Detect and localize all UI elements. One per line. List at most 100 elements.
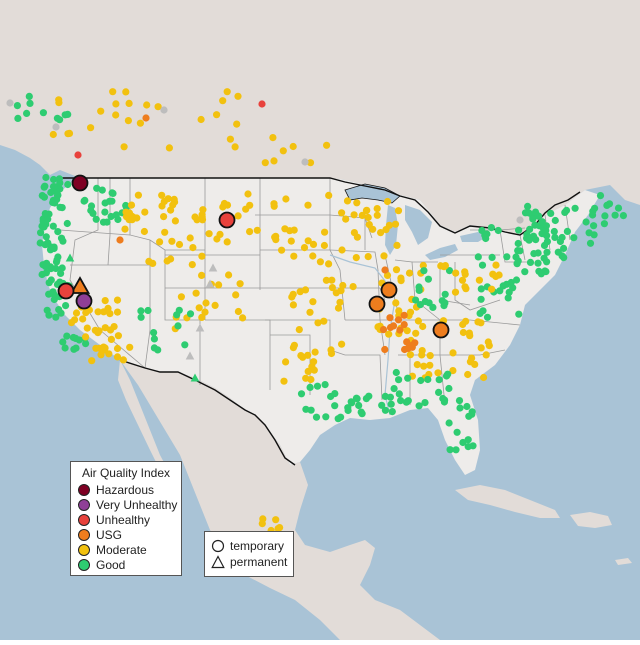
monitor-point[interactable]	[202, 299, 210, 307]
monitor-permanent-point[interactable]	[195, 323, 205, 332]
monitor-point[interactable]	[94, 329, 102, 337]
monitor-point[interactable]	[355, 401, 363, 410]
monitor-point[interactable]	[70, 345, 78, 353]
monitor-point[interactable]	[198, 271, 206, 279]
monitor-point[interactable]	[586, 239, 595, 247]
monitor-point[interactable]	[278, 246, 286, 254]
monitor-point[interactable]	[464, 370, 472, 379]
monitor-point[interactable]	[461, 283, 469, 291]
monitor-point[interactable]	[415, 402, 423, 410]
monitor-point[interactable]	[406, 351, 414, 359]
monitor-point[interactable]	[280, 377, 288, 385]
monitor-point[interactable]	[419, 261, 427, 270]
monitor-point[interactable]	[435, 388, 443, 396]
monitor-point[interactable]	[451, 288, 460, 296]
monitor-point[interactable]	[122, 88, 130, 96]
monitor-point[interactable]	[52, 264, 60, 273]
monitor-point[interactable]	[192, 289, 200, 297]
monitor-point[interactable]	[515, 226, 523, 234]
monitor-point[interactable]	[414, 317, 422, 325]
monitor-point[interactable]	[477, 344, 485, 352]
monitor-point[interactable]	[233, 120, 241, 128]
monitor-point[interactable]	[532, 236, 540, 244]
monitor-point[interactable]	[276, 524, 284, 532]
monitor-point[interactable]	[496, 287, 504, 295]
monitor-point[interactable]	[121, 225, 129, 233]
monitor-point[interactable]	[504, 294, 512, 302]
monitor-point[interactable]	[92, 215, 100, 223]
monitor-point[interactable]	[614, 204, 623, 212]
monitor-point[interactable]	[239, 314, 247, 322]
monitor-point[interactable]	[79, 315, 87, 323]
monitor-point[interactable]	[373, 205, 381, 213]
monitor-point[interactable]	[570, 234, 578, 242]
monitor-point[interactable]	[195, 304, 203, 312]
monitor-point[interactable]	[64, 180, 72, 189]
monitor-point[interactable]	[386, 314, 394, 322]
monitor-point[interactable]	[362, 207, 371, 215]
monitor-point[interactable]	[160, 106, 168, 114]
monitor-point[interactable]	[521, 268, 529, 276]
monitor-point[interactable]	[322, 413, 330, 421]
monitor-point[interactable]	[306, 308, 314, 316]
monitor-point[interactable]	[405, 269, 414, 277]
monitor-point[interactable]	[253, 226, 261, 234]
monitor-point[interactable]	[296, 288, 304, 296]
monitor-point[interactable]	[350, 211, 358, 219]
monitor-point[interactable]	[74, 151, 82, 159]
monitor-point[interactable]	[92, 344, 100, 352]
monitor-point[interactable]	[38, 222, 46, 230]
monitor-point[interactable]	[488, 285, 496, 293]
monitor-point[interactable]	[316, 258, 324, 266]
monitor-point[interactable]	[168, 237, 176, 245]
monitor-point[interactable]	[397, 397, 405, 405]
monitor-point[interactable]	[455, 397, 464, 405]
monitor-point[interactable]	[244, 190, 252, 198]
monitor-point[interactable]	[364, 213, 372, 222]
monitor-point[interactable]	[107, 335, 115, 343]
monitor-point[interactable]	[282, 358, 290, 366]
monitor-point[interactable]	[416, 301, 424, 309]
monitor-point[interactable]	[197, 115, 205, 124]
monitor-point[interactable]	[311, 348, 319, 356]
monitor-point[interactable]	[388, 408, 396, 416]
monitor-point[interactable]	[387, 400, 395, 408]
monitor-point[interactable]	[41, 262, 50, 271]
monitor-point[interactable]	[301, 158, 309, 166]
monitor-point[interactable]	[133, 214, 141, 222]
very-unhealthy-monitor[interactable]	[75, 292, 93, 310]
monitor-point[interactable]	[101, 208, 109, 216]
usg-monitor[interactable]	[432, 321, 450, 339]
monitor-point[interactable]	[113, 308, 122, 316]
monitor-point[interactable]	[338, 246, 346, 254]
monitor-point[interactable]	[505, 288, 513, 296]
monitor-point[interactable]	[478, 261, 487, 269]
monitor-point[interactable]	[56, 179, 64, 187]
monitor-point[interactable]	[50, 290, 58, 298]
monitor-point[interactable]	[596, 192, 605, 200]
monitor-point[interactable]	[476, 309, 484, 317]
monitor-point[interactable]	[119, 356, 127, 364]
monitor-point[interactable]	[524, 202, 532, 210]
monitor-point[interactable]	[289, 290, 297, 298]
monitor-point[interactable]	[42, 173, 50, 182]
monitor-point[interactable]	[403, 338, 411, 346]
monitor-point[interactable]	[339, 281, 347, 290]
monitor-point[interactable]	[461, 268, 469, 276]
monitor-permanent-point[interactable]	[185, 351, 195, 360]
monitor-point[interactable]	[547, 209, 555, 217]
monitor-point[interactable]	[231, 143, 239, 151]
monitor-point[interactable]	[543, 238, 552, 246]
monitor-point[interactable]	[113, 296, 122, 304]
monitor-point[interactable]	[421, 399, 429, 407]
monitor-point[interactable]	[82, 333, 90, 341]
monitor-point[interactable]	[136, 119, 144, 127]
monitor-point[interactable]	[141, 208, 149, 216]
monitor-point[interactable]	[383, 271, 392, 279]
monitor-point[interactable]	[543, 258, 551, 266]
monitor-point[interactable]	[290, 252, 298, 260]
monitor-point[interactable]	[619, 212, 628, 220]
monitor-point[interactable]	[353, 199, 361, 207]
monitor-point[interactable]	[445, 267, 454, 275]
monitor-point[interactable]	[150, 335, 158, 343]
